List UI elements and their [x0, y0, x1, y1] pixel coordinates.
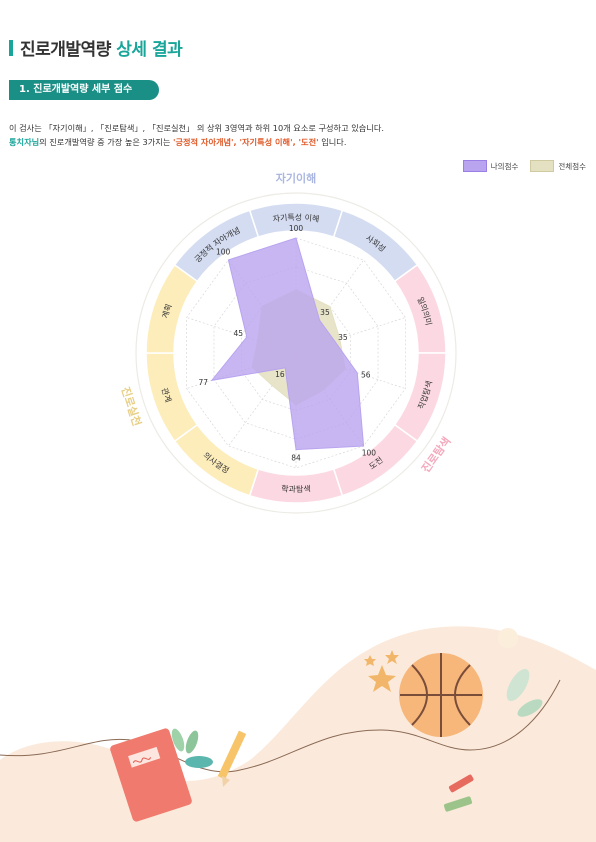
top-three-highlight: '긍정적 자아개념', '자기특성 이해', '도전' — [172, 137, 319, 147]
data-label-6: 16 — [275, 370, 285, 379]
notebook-icon — [110, 728, 192, 822]
data-label-7: 77 — [198, 378, 208, 387]
title-accent-bar — [9, 40, 13, 56]
page-title-main: 진로개발역량 — [20, 40, 111, 60]
legend-swatch-all — [530, 160, 555, 172]
deco-string — [0, 679, 561, 773]
page-title-accent: 상세 결과 — [116, 40, 183, 60]
student-name: 통치자님 — [9, 137, 40, 147]
leaf-icon — [506, 668, 543, 717]
domain-label-1: 진로탐색 — [418, 434, 453, 475]
data-label-2: 35 — [338, 333, 348, 342]
section-label: 1. 진로개발역량 세부 점수 — [9, 80, 159, 100]
data-label-1: 35 — [320, 308, 330, 317]
description-mid: 의 진로개발역량 중 가장 높은 3가지는 — [39, 137, 171, 147]
grid-ring-2 — [213, 266, 379, 440]
grid-ring-3 — [186, 237, 406, 469]
domain-label-0: 자기이해 — [276, 171, 316, 185]
segment-9 — [173, 209, 260, 283]
description-line-2: 통치자님의 진로개발역량 중 가장 높은 3가지는 '긍정적 자아개념', '자… — [9, 135, 384, 149]
grid-spoke-2 — [295, 317, 406, 354]
data-label-5: 84 — [291, 454, 301, 463]
legend-swatch-mine — [462, 160, 487, 172]
legend-item-all: 전체점수 — [530, 160, 586, 172]
crayon-icon — [443, 774, 474, 812]
decorative-illustration — [0, 626, 596, 842]
description-line-1: 이 검사는 「자기이해」, 「진로탐색」, 「진로실천」 의 상위 3영역과 하… — [9, 123, 384, 133]
data-label-9: 100 — [216, 248, 231, 257]
deco-background-blob — [0, 626, 596, 842]
data-label-8: 45 — [233, 329, 243, 338]
chart-legend: 나의점수 전체점수 — [462, 160, 586, 172]
legend-label-mine: 나의점수 — [490, 161, 519, 171]
grid-spoke-6 — [228, 352, 297, 447]
description: 이 검사는 「자기이해」, 「진로탐색」, 「진로실천」 의 상위 3영역과 하… — [9, 121, 384, 149]
pencil-icon — [217, 730, 247, 787]
data-label-3: 56 — [361, 371, 371, 380]
plant-icon — [171, 728, 213, 768]
outer-track-ring — [135, 192, 457, 514]
series-area-0 — [210, 237, 365, 451]
category-label-0: 자기특성 이해 — [272, 212, 320, 224]
legend-label-all: 전체점수 — [558, 161, 586, 171]
data-label-0: 100 — [289, 224, 304, 233]
basketball-icon — [399, 653, 483, 737]
grid-spoke-8 — [186, 317, 297, 354]
description-end: 입니다. — [321, 137, 347, 147]
legend-item-mine: 나의점수 — [462, 160, 519, 172]
deco-circle — [498, 628, 518, 648]
data-label-4: 100 — [362, 448, 377, 457]
star-icon — [364, 650, 399, 692]
page-title: 진로개발역량 상세 결과 — [20, 35, 183, 60]
category-label-5: 학과탐색 — [281, 483, 311, 494]
